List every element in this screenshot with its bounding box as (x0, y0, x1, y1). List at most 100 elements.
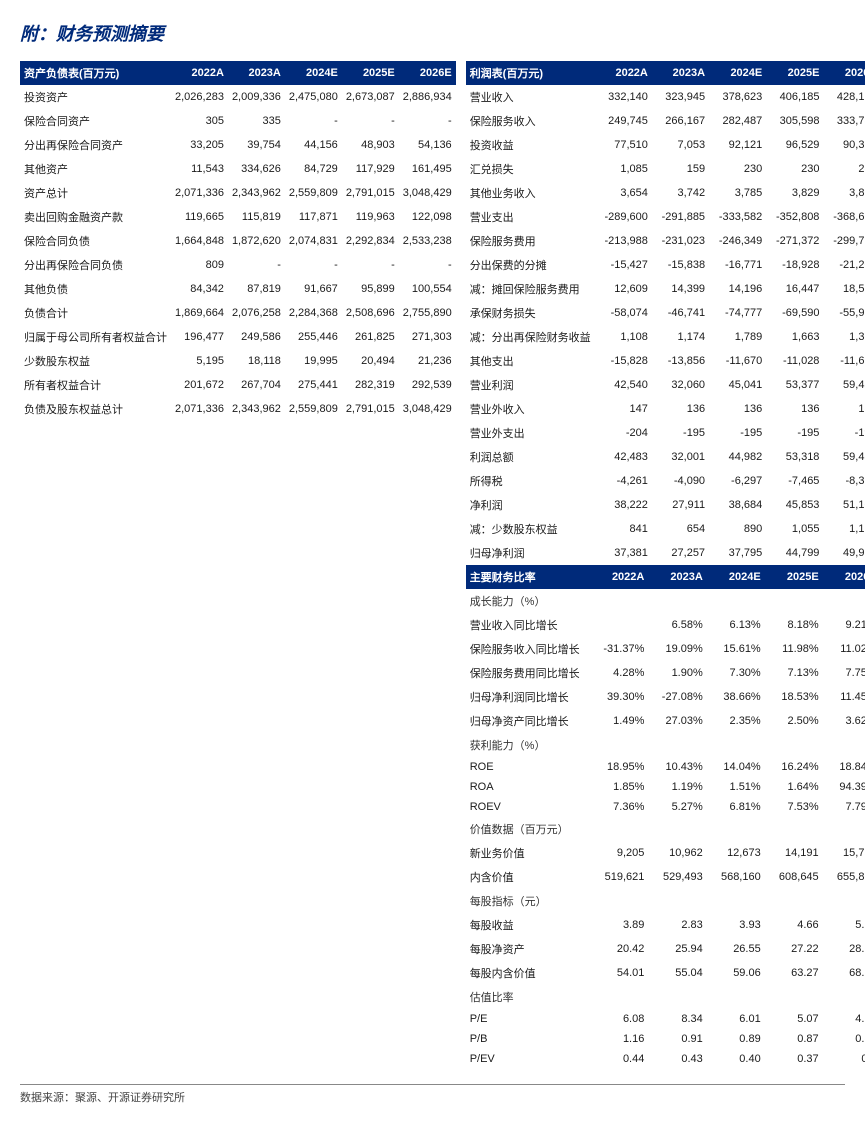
cell-value: 32,001 (652, 445, 709, 469)
cell-value: 42,483 (595, 445, 652, 469)
cell-value: 1,055 (766, 517, 823, 541)
cell-value: 117,929 (342, 157, 399, 181)
cell-value: 3,654 (595, 181, 652, 205)
table-row: 保险合同资产305335--- (20, 109, 456, 133)
cell-value: 37,381 (595, 541, 652, 565)
cell-value: - (342, 253, 399, 277)
row-label: P/EV (466, 1049, 590, 1069)
cell-value: 2,071,336 (171, 397, 228, 421)
cell-value: 9.21% (823, 613, 865, 637)
cell-value: 305,598 (766, 109, 823, 133)
table-row: 归母净资产同比增长1.49%27.03%2.35%2.50%3.62% (466, 709, 865, 733)
cell-value: 3.62% (823, 709, 865, 733)
cell-value: 42,540 (595, 373, 652, 397)
cell-value: 809 (171, 253, 228, 277)
row-label: 每股净资产 (466, 937, 590, 961)
row-label: 营业外支出 (466, 421, 595, 445)
cell-value: 6.81% (707, 797, 765, 817)
row-label: 保险服务收入同比增长 (466, 637, 590, 661)
cell-empty (707, 985, 765, 1009)
cell-value: 1,872,620 (228, 229, 285, 253)
cell-empty (590, 889, 648, 913)
row-label: 营业收入 (466, 85, 595, 109)
cell-value: 87,819 (228, 277, 285, 301)
cell-value: 3.89 (590, 913, 648, 937)
section-label: 价值数据（百万元） (466, 817, 590, 841)
cell-value: 2,284,368 (285, 301, 342, 325)
table-row: 利润总额42,48332,00144,98253,31859,421 (466, 445, 865, 469)
cell-value: 2,559,809 (285, 397, 342, 421)
cell-value: -213,988 (595, 229, 652, 253)
table-row: 其他业务收入3,6543,7423,7853,8293,874 (466, 181, 865, 205)
cell-value: 5.27% (648, 797, 706, 817)
row-label: 保险合同资产 (20, 109, 171, 133)
table-row: ROE18.95%10.43%14.04%16.24%18.84% (466, 757, 865, 777)
cell-value: 11.98% (765, 637, 823, 661)
table-row: 分出再保险合同负债809---- (20, 253, 456, 277)
cell-empty (823, 589, 865, 613)
cell-value: 18.84% (823, 757, 865, 777)
cell-value: -11,670 (709, 349, 766, 373)
column-header-year: 2025E (342, 61, 399, 85)
cell-value: 0.3 (823, 1049, 865, 1069)
column-header-year: 2022A (171, 61, 228, 85)
cell-value: 21,236 (399, 349, 456, 373)
cell-value: 44,982 (709, 445, 766, 469)
cell-value: 1,333 (823, 325, 865, 349)
table-row: 归属于母公司所有者权益合计196,477249,586255,446261,82… (20, 325, 456, 349)
cell-value: 608,645 (765, 865, 823, 889)
cell-value: 33,205 (171, 133, 228, 157)
section-label: 成长能力（%） (466, 589, 590, 613)
table-row: 分出再保险合同资产33,20539,75444,15648,90354,136 (20, 133, 456, 157)
cell-value: 1,664,848 (171, 229, 228, 253)
row-label: 分出再保险合同资产 (20, 133, 171, 157)
row-label: 归母净资产同比增长 (466, 709, 590, 733)
cell-value: 4.28% (590, 661, 648, 685)
cell-value: -69,590 (766, 301, 823, 325)
cell-value: -27.08% (648, 685, 706, 709)
cell-value: -58,074 (595, 301, 652, 325)
cell-empty (590, 817, 648, 841)
cell-value: 1.16 (590, 1029, 648, 1049)
cell-value: -231,023 (652, 229, 709, 253)
table-row: 营业收入同比增长6.58%6.13%8.18%9.21% (466, 613, 865, 637)
cell-value: 51,102 (823, 493, 865, 517)
cell-value: 2,076,258 (228, 301, 285, 325)
cell-value: 7.36% (590, 797, 648, 817)
cell-value: 77,510 (595, 133, 652, 157)
cell-value: 12,609 (595, 277, 652, 301)
cell-value: 15.61% (707, 637, 765, 661)
cell-value: -368,690 (823, 205, 865, 229)
cell-value: 39,754 (228, 133, 285, 157)
cell-value: 305 (171, 109, 228, 133)
cell-value: 2.50% (765, 709, 823, 733)
cell-value: 2,343,962 (228, 181, 285, 205)
cell-empty (765, 589, 823, 613)
cell-value: 20,494 (342, 349, 399, 373)
cell-empty (765, 985, 823, 1009)
row-label: 减：少数股东权益 (466, 517, 595, 541)
column-header-year: 2026E (399, 61, 456, 85)
cell-value: 48,903 (342, 133, 399, 157)
cell-value: 2,755,890 (399, 301, 456, 325)
cell-value: 334,626 (228, 157, 285, 181)
row-label: 利润总额 (466, 445, 595, 469)
cell-value: 95,899 (342, 277, 399, 301)
page-title: 附：财务预测摘要 (20, 20, 845, 46)
row-label: 所得税 (466, 469, 595, 493)
table-row: 少数股东权益5,19518,11819,99520,49421,236 (20, 349, 456, 373)
row-label: 保险服务收入 (466, 109, 595, 133)
cell-value: -7,465 (766, 469, 823, 493)
table-row: 归母净利润37,38127,25737,79544,79949,927 (466, 541, 865, 565)
cell-value: 2,292,834 (342, 229, 399, 253)
cell-value: 14,399 (652, 277, 709, 301)
cell-value: 119,665 (171, 205, 228, 229)
row-label: 其他业务收入 (466, 181, 595, 205)
section-header-row: 成长能力（%） (466, 589, 865, 613)
table-row: 其他负债84,34287,81991,66795,899100,554 (20, 277, 456, 301)
cell-value: 196,477 (171, 325, 228, 349)
cell-value: 1,108 (595, 325, 652, 349)
row-label: 卖出回购金融资产款 (20, 205, 171, 229)
cell-value: 159 (652, 157, 709, 181)
column-header-label: 主要财务比率 (466, 565, 590, 589)
